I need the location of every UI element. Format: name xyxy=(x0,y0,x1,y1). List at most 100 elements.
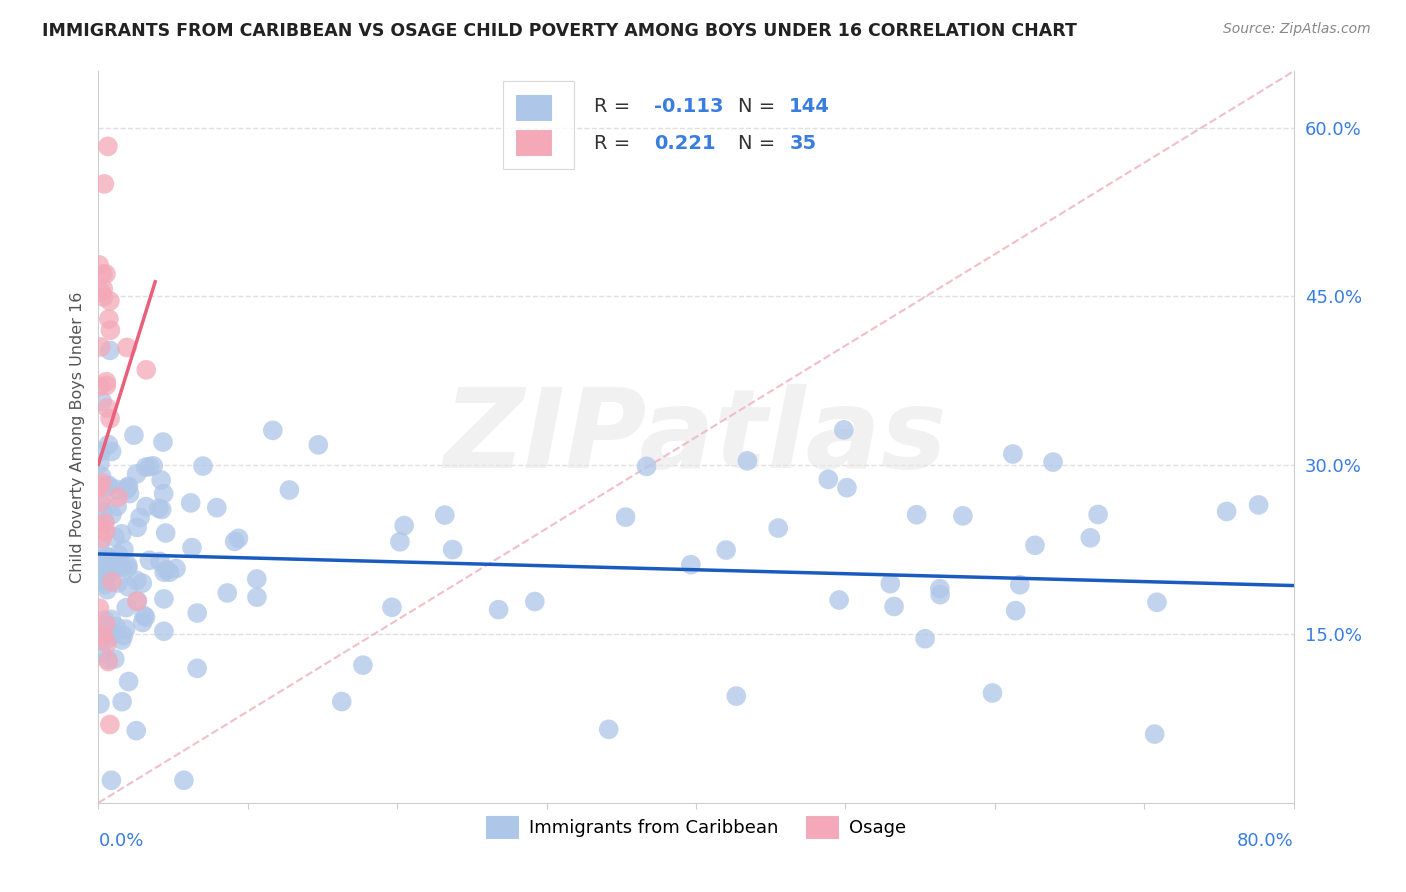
Point xyxy=(91,267,114,281)
Point xyxy=(98,293,121,308)
Point xyxy=(879,576,901,591)
Point xyxy=(1247,498,1270,512)
Point xyxy=(1001,447,1024,461)
Point xyxy=(817,472,839,486)
Point xyxy=(117,580,139,594)
Point xyxy=(1087,508,1109,522)
Point xyxy=(217,586,239,600)
Point xyxy=(1143,727,1166,741)
Point xyxy=(90,285,112,300)
Point xyxy=(1042,455,1064,469)
Point xyxy=(96,636,118,650)
Point xyxy=(101,628,124,642)
Point xyxy=(131,576,153,591)
Point xyxy=(388,534,411,549)
Point xyxy=(97,478,120,492)
Point xyxy=(105,483,128,497)
Point xyxy=(98,411,121,425)
Point xyxy=(90,340,112,354)
Point xyxy=(122,428,145,442)
Point xyxy=(914,632,936,646)
Point xyxy=(96,582,118,597)
Text: 144: 144 xyxy=(789,97,830,116)
Point xyxy=(96,568,118,582)
Point xyxy=(205,500,228,515)
Point xyxy=(153,565,176,579)
Point xyxy=(392,518,415,533)
Text: 80.0%: 80.0% xyxy=(1237,832,1294,850)
Point xyxy=(159,565,181,579)
Point xyxy=(1008,578,1031,592)
Point xyxy=(883,599,905,614)
Point xyxy=(107,548,129,562)
Point xyxy=(598,723,620,737)
Point xyxy=(89,379,111,393)
Point xyxy=(111,526,134,541)
Point xyxy=(981,686,1004,700)
Point xyxy=(142,458,165,473)
Point xyxy=(165,561,187,575)
Point xyxy=(108,558,131,573)
Point xyxy=(1004,604,1026,618)
Point xyxy=(91,505,114,519)
Point xyxy=(90,444,112,458)
Point xyxy=(98,323,122,337)
Point xyxy=(93,628,115,642)
Point xyxy=(714,543,737,558)
Point xyxy=(115,600,138,615)
Point xyxy=(96,401,118,415)
Point xyxy=(614,510,637,524)
Point xyxy=(118,486,141,500)
Point xyxy=(135,363,157,377)
Point xyxy=(523,594,546,608)
Point xyxy=(262,423,284,437)
Point xyxy=(766,521,789,535)
Point xyxy=(91,531,114,545)
Point xyxy=(636,459,658,474)
Point xyxy=(1024,538,1046,552)
Point xyxy=(952,508,974,523)
Legend: Immigrants from Caribbean, Osage: Immigrants from Caribbean, Osage xyxy=(478,808,914,845)
Point xyxy=(149,554,172,568)
Point xyxy=(115,483,138,497)
Point xyxy=(112,628,135,642)
Point xyxy=(89,601,111,615)
Point xyxy=(832,423,855,437)
Point xyxy=(224,534,246,549)
Point xyxy=(928,582,950,596)
Point xyxy=(111,560,134,574)
Point xyxy=(488,602,510,616)
Point xyxy=(1078,531,1101,545)
Point xyxy=(97,312,120,326)
Point xyxy=(148,501,170,516)
Point xyxy=(191,459,214,474)
Point xyxy=(117,558,139,573)
Point xyxy=(97,139,120,153)
Point xyxy=(138,459,160,474)
Point xyxy=(100,773,122,788)
Point xyxy=(107,576,129,591)
Point xyxy=(186,606,208,620)
Point xyxy=(228,532,250,546)
Point xyxy=(105,500,128,514)
Point xyxy=(125,520,148,534)
Point xyxy=(104,530,127,544)
Point xyxy=(153,624,176,639)
Point xyxy=(117,480,139,494)
Text: Source: ZipAtlas.com: Source: ZipAtlas.com xyxy=(1223,22,1371,37)
Point xyxy=(246,590,269,604)
Point xyxy=(105,619,128,633)
Point xyxy=(98,343,121,358)
Point xyxy=(101,508,124,522)
Point xyxy=(125,467,148,481)
Point xyxy=(89,519,111,533)
Point xyxy=(111,695,134,709)
Text: -0.113: -0.113 xyxy=(654,97,724,116)
Point xyxy=(89,633,111,648)
Point xyxy=(107,490,129,504)
Point xyxy=(129,510,152,524)
Point xyxy=(97,652,120,666)
Point xyxy=(152,435,174,450)
Point xyxy=(89,495,111,509)
Point xyxy=(89,258,111,272)
